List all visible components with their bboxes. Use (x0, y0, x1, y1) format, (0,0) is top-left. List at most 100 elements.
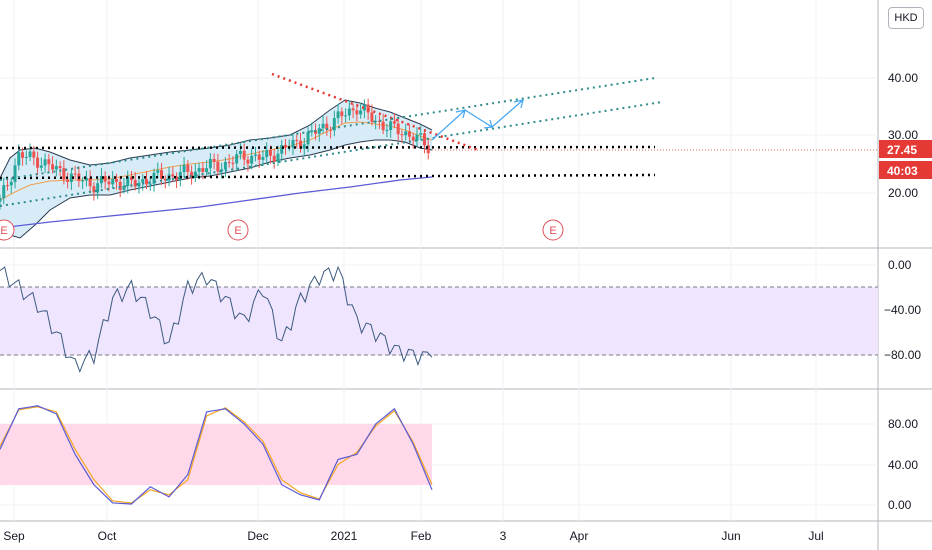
candle-body (385, 130, 389, 132)
candle-body (205, 168, 209, 172)
time-axis-label-3: 3 (500, 529, 507, 543)
candle-body (242, 150, 246, 160)
candle-body (422, 133, 426, 146)
candle-body (280, 145, 284, 154)
candle-body (17, 152, 21, 166)
candle-body (396, 123, 400, 135)
wpr-axis-label-0: 0.00 (888, 258, 912, 272)
stoch-d-line (0, 406, 433, 504)
candle-body (21, 152, 25, 158)
candle-body (374, 120, 378, 122)
price-axis-label-20: 20.00 (888, 186, 918, 200)
candle-body (426, 145, 430, 154)
time-axis-label-feb: Feb (411, 529, 432, 543)
stoch-band (0, 424, 432, 485)
candle-body (9, 181, 13, 186)
channel-line-lower (0, 101, 663, 207)
time-axis-label-jul: Jul (808, 529, 823, 543)
svg-text:E: E (549, 225, 556, 237)
candle-body (392, 121, 396, 124)
candle-body (362, 104, 366, 111)
candle-body (0, 198, 2, 202)
candle-body (344, 115, 348, 117)
candle-body (295, 139, 299, 141)
candle-body (24, 156, 28, 158)
bollinger-band-fill (0, 100, 432, 238)
candle-body (257, 154, 261, 160)
candle-body (99, 176, 103, 184)
candle-body (133, 179, 137, 187)
candle-body (197, 167, 201, 172)
candle-body (220, 169, 224, 172)
candle-body (400, 134, 404, 136)
candlestick-series (0, 98, 430, 210)
projection-arrowhead-2 (483, 119, 493, 129)
candle-body (145, 179, 149, 185)
candle-body (32, 151, 36, 158)
candle-body (58, 166, 62, 169)
price-axis-label-30: 30.00 (888, 128, 918, 142)
candle-body (62, 168, 66, 180)
time-axis-label-2021: 2021 (331, 529, 358, 543)
candle-body (291, 139, 295, 148)
candle-body (118, 181, 122, 190)
candle-body (227, 161, 231, 163)
candle-body (212, 158, 216, 162)
svg-text:E: E (0, 225, 7, 237)
candle-body (111, 179, 115, 185)
candle-body (114, 179, 118, 182)
earnings-marker-3[interactable]: E (542, 219, 564, 241)
support-line-lower (0, 173, 656, 180)
time-axis-label-jun: Jun (721, 529, 740, 543)
candle-body (126, 176, 130, 186)
candle-body (381, 121, 385, 131)
candle-body (152, 172, 156, 184)
candle-body (54, 166, 58, 170)
candle-body (81, 180, 85, 182)
earnings-marker-1[interactable]: E (0, 219, 15, 241)
projection-path (431, 99, 524, 141)
moving-average-line (0, 176, 433, 229)
wpr-axis-label-80: −80.00 (884, 348, 921, 362)
candle-body (310, 130, 314, 132)
candle-body (377, 120, 381, 122)
candle-body (156, 170, 160, 173)
candle-body (141, 179, 145, 183)
candle-body (306, 131, 310, 145)
candle-body (66, 179, 70, 182)
candle-body (36, 157, 40, 168)
candle-body (186, 164, 190, 172)
candle-body (6, 185, 10, 187)
svg-text:27.45: 27.45 (887, 143, 917, 157)
wpr-line (0, 265, 433, 374)
channel-line-upper (0, 77, 656, 181)
support-line-upper (0, 145, 656, 150)
candle-body (171, 174, 175, 177)
candle-body (272, 155, 276, 162)
candle-body (73, 173, 77, 175)
earnings-marker-2[interactable]: E (227, 219, 249, 241)
candle-body (92, 186, 96, 193)
currency-selector[interactable]: HKD (888, 7, 924, 29)
countdown-badge: 40:03 (879, 161, 932, 179)
candle-body (122, 185, 126, 190)
last-price-badge: 27.45 (879, 140, 932, 158)
stoch-k-line (0, 405, 433, 505)
stoch-axis-label-80: 80.00 (888, 417, 918, 431)
candle-body (283, 145, 287, 148)
candle-body (190, 171, 194, 178)
candle-body (321, 123, 325, 129)
candle-body (329, 129, 333, 131)
candle-body (302, 144, 306, 149)
candle-body (175, 176, 179, 181)
candle-body (96, 183, 100, 193)
candle-body (317, 128, 321, 134)
time-axis-label-oct: Oct (98, 529, 117, 543)
wpr-axis-label-40: −40.00 (884, 303, 921, 317)
candle-body (253, 154, 257, 156)
price-axis-label-40: 40.00 (888, 71, 918, 85)
candle-body (389, 121, 393, 131)
candle-body (325, 123, 329, 130)
candle-body (163, 178, 167, 181)
